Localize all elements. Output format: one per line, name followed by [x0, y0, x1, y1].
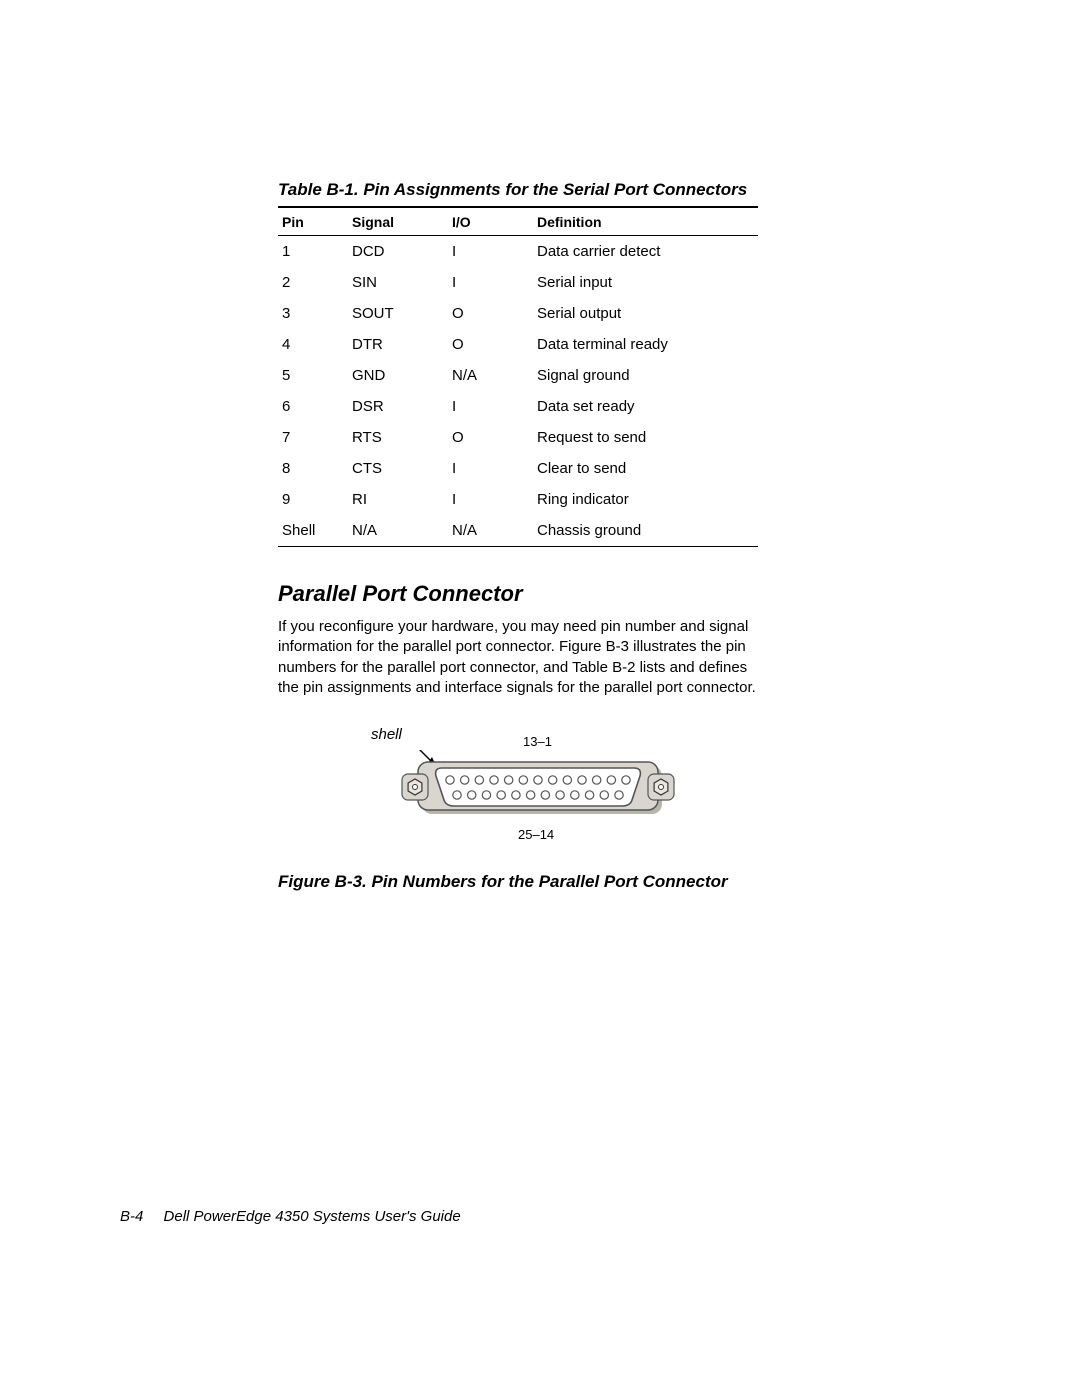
table-header-row: Pin Signal I/O Definition	[278, 207, 758, 236]
col-header-io: I/O	[448, 207, 533, 236]
table-cell: Data carrier detect	[533, 236, 758, 268]
table-cell: I	[448, 236, 533, 268]
table-cell: Request to send	[533, 422, 758, 453]
table-cell: I	[448, 484, 533, 515]
table-cell: Data set ready	[533, 391, 758, 422]
table-row: 6DSRIData set ready	[278, 391, 758, 422]
col-header-definition: Definition	[533, 207, 758, 236]
footer-title: Dell PowerEdge 4350 Systems User's Guide	[164, 1208, 461, 1225]
pin-assignments-table: Pin Signal I/O Definition 1DCDIData carr…	[278, 206, 758, 547]
figure-caption: Figure B-3. Pin Numbers for the Parallel…	[180, 872, 900, 892]
footer-page-number: B-4	[120, 1208, 143, 1225]
table-cell: 4	[278, 329, 348, 360]
section-body: If you reconfigure your hardware, you ma…	[180, 617, 760, 698]
table-cell: Clear to send	[533, 453, 758, 484]
table-row: 4DTROData terminal ready	[278, 329, 758, 360]
table-cell: O	[448, 298, 533, 329]
section-heading: Parallel Port Connector	[180, 581, 900, 607]
table-cell: Ring indicator	[533, 484, 758, 515]
table-cell: N/A	[448, 515, 533, 547]
table-cell: 1	[278, 236, 348, 268]
table-row: 2SINISerial input	[278, 267, 758, 298]
table-row: 3SOUTOSerial output	[278, 298, 758, 329]
table-cell: N/A	[348, 515, 448, 547]
table-cell: Chassis ground	[533, 515, 758, 547]
table-cell: I	[448, 267, 533, 298]
table-cell: 8	[278, 453, 348, 484]
table-cell: Serial input	[533, 267, 758, 298]
connector-diagram	[378, 750, 698, 830]
table-row: 7RTSORequest to send	[278, 422, 758, 453]
table-cell: GND	[348, 360, 448, 391]
table-row: 1DCDIData carrier detect	[278, 236, 758, 268]
table-cell: Serial output	[533, 298, 758, 329]
table-row: 9RIIRing indicator	[278, 484, 758, 515]
page-footer: B-4 Dell PowerEdge 4350 Systems User's G…	[120, 1208, 461, 1225]
table-cell: RI	[348, 484, 448, 515]
table-cell: CTS	[348, 453, 448, 484]
table-cell: 6	[278, 391, 348, 422]
table-cell: DTR	[348, 329, 448, 360]
table-cell: I	[448, 391, 533, 422]
table-cell: 3	[278, 298, 348, 329]
table-row: ShellN/AN/AChassis ground	[278, 515, 758, 547]
table-cell: DSR	[348, 391, 448, 422]
table-cell: DCD	[348, 236, 448, 268]
table-cell: SOUT	[348, 298, 448, 329]
table-cell: 5	[278, 360, 348, 391]
table-cell: 7	[278, 422, 348, 453]
table-row: 5GNDN/ASignal ground	[278, 360, 758, 391]
table-cell: 9	[278, 484, 348, 515]
parallel-port-figure: shell 13–1 25–14	[278, 726, 858, 866]
table-cell: 2	[278, 267, 348, 298]
top-pin-range-label: 13–1	[523, 734, 552, 749]
table-caption: Table B-1. Pin Assignments for the Seria…	[180, 180, 900, 200]
table-row: 8CTSIClear to send	[278, 453, 758, 484]
col-header-signal: Signal	[348, 207, 448, 236]
table-cell: RTS	[348, 422, 448, 453]
shell-label: shell	[371, 726, 402, 743]
table-cell: N/A	[448, 360, 533, 391]
table-cell: SIN	[348, 267, 448, 298]
table-cell: O	[448, 329, 533, 360]
table-cell: O	[448, 422, 533, 453]
table-cell: Signal ground	[533, 360, 758, 391]
table-cell: Data terminal ready	[533, 329, 758, 360]
col-header-pin: Pin	[278, 207, 348, 236]
table-cell: I	[448, 453, 533, 484]
table-cell: Shell	[278, 515, 348, 547]
